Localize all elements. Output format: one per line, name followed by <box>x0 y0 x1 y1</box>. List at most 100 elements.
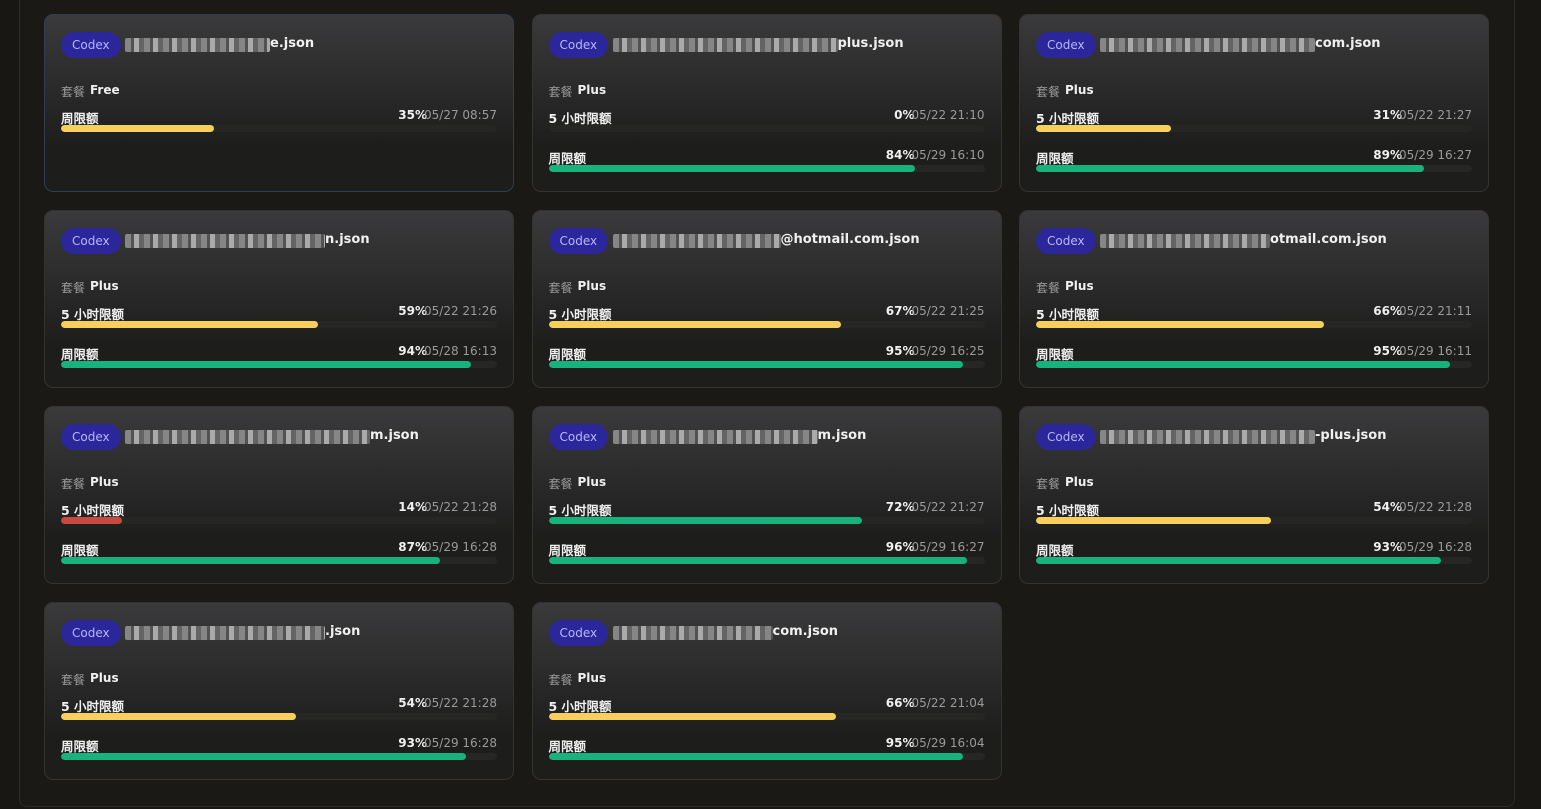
provider-badge: Codex <box>548 620 609 646</box>
quota-track <box>1036 361 1472 368</box>
quota-reset-time: 05/29 16:28 <box>424 736 497 750</box>
quota-track <box>61 753 497 760</box>
quota-percent: 94% <box>398 344 427 358</box>
plan-value: Plus <box>577 671 607 685</box>
quota-percent: 93% <box>398 736 427 750</box>
quota-bar <box>548 517 863 524</box>
account-card[interactable]: Codex m.json 套餐 Plus 5 小时限额 14% 05/22 21:28 周限额… <box>44 406 514 584</box>
plan-value: Plus <box>577 279 607 293</box>
file-name: @hotmail.com.json <box>780 232 920 247</box>
account-card[interactable]: Codex plus.json 套餐 Plus 5 小时限额 0% 05/22 21:10 周… <box>531 14 1002 192</box>
quota-percent: 72% <box>885 500 915 514</box>
quota-bar <box>548 713 837 720</box>
quota-label: 5 小时限额 <box>1036 503 1100 518</box>
redacted-name <box>125 38 270 52</box>
redacted-name <box>612 626 773 640</box>
file-name: plus.json <box>837 36 904 51</box>
quota-reset-time: 05/22 21:04 <box>911 696 985 710</box>
account-card[interactable]: Codex .json 套餐 Plus 5 小时限额 54% 05/22 21:28 周限额 9… <box>44 602 514 780</box>
quota-reset-time: 05/22 21:28 <box>1399 500 1472 514</box>
quota-bar <box>61 125 214 132</box>
quota-bar <box>1036 557 1442 564</box>
quota-percent: 66% <box>1373 304 1402 318</box>
quota-reset-time: 05/22 21:10 <box>911 108 985 122</box>
redacted-name <box>1100 38 1315 52</box>
redacted-name <box>125 430 370 444</box>
plan-label: 套餐 <box>1036 281 1061 295</box>
quota-track <box>548 557 985 564</box>
quota-track <box>548 361 985 368</box>
plan-value: Plus <box>577 83 607 97</box>
quota-bar <box>61 517 123 524</box>
quota-bar <box>548 753 963 760</box>
quota-track <box>1036 165 1472 172</box>
quota-track <box>61 517 497 524</box>
quota-label: 周限额 <box>1036 151 1074 166</box>
quota-track <box>61 125 497 132</box>
quota-label: 周限额 <box>548 151 587 166</box>
plan-value: Free <box>90 83 120 97</box>
account-card[interactable]: Codex @hotmail.com.json 套餐 Plus 5 小时限额 67% 05/… <box>531 210 1002 388</box>
quota-bar <box>548 321 841 328</box>
account-card[interactable]: Codex n.json 套餐 Plus 5 小时限额 59% 05/22 21:26 周限额… <box>44 210 514 388</box>
quota-percent: 67% <box>885 304 915 318</box>
quota-label: 周限额 <box>61 543 99 558</box>
plan-label: 套餐 <box>548 673 573 687</box>
account-card[interactable]: Codex -plus.json 套餐 Plus 5 小时限额 54% 05/22 21:2… <box>1019 406 1489 584</box>
quota-track <box>61 713 497 720</box>
quota-label: 周限额 <box>1036 543 1074 558</box>
account-card[interactable]: Codex com.json 套餐 Plus 5 小时限额 66% 05/22 21:04 周… <box>531 602 1002 780</box>
quota-track <box>1036 125 1472 132</box>
quota-track <box>61 321 497 328</box>
file-name: m.json <box>817 428 867 443</box>
account-card[interactable]: Codex com.json 套餐 Plus 5 小时限额 31% 05/22 21:27 周… <box>1019 14 1489 192</box>
quota-bar <box>1036 125 1172 132</box>
quota-bar <box>548 165 915 172</box>
plan-label: 套餐 <box>61 281 86 295</box>
plan-label: 套餐 <box>61 85 86 99</box>
quota-label: 周限额 <box>61 739 99 754</box>
quota-bar <box>1036 361 1451 368</box>
quota-label: 周限额 <box>548 347 587 362</box>
quota-reset-time: 05/22 21:11 <box>1399 304 1472 318</box>
quota-reset-time: 05/22 21:27 <box>1399 108 1472 122</box>
quota-reset-time: 05/29 16:27 <box>911 540 985 554</box>
plan-label: 套餐 <box>61 477 86 491</box>
plan-value: Plus <box>90 279 119 293</box>
redacted-name <box>612 38 838 52</box>
quota-percent: 14% <box>398 500 427 514</box>
quota-reset-time: 05/29 16:11 <box>1399 344 1472 358</box>
plan-value: Plus <box>1065 475 1094 489</box>
quota-bar <box>61 557 441 564</box>
quota-bar <box>61 361 471 368</box>
account-card[interactable]: Codex otmail.com.json 套餐 Plus 5 小时限额 66% 05/22… <box>1019 210 1489 388</box>
redacted-name <box>612 430 818 444</box>
quota-reset-time: 05/29 16:28 <box>424 540 497 554</box>
provider-badge: Codex <box>61 228 121 254</box>
quota-label: 5 小时限额 <box>61 307 125 322</box>
quota-percent: 95% <box>1373 344 1402 358</box>
quota-reset-time: 05/22 21:27 <box>911 500 985 514</box>
quota-percent: 89% <box>1373 148 1402 162</box>
file-name: e.json <box>270 36 315 51</box>
quota-track <box>548 753 985 760</box>
quota-label: 周限额 <box>548 739 587 754</box>
quota-reset-time: 05/27 08:57 <box>424 108 497 122</box>
quota-track <box>548 517 985 524</box>
account-card[interactable]: Codex e.json 套餐 Free 周限额 35% 05/27 08:57 <box>44 14 514 192</box>
quota-label: 周限额 <box>61 111 99 126</box>
quota-track <box>61 557 497 564</box>
quota-percent: 31% <box>1373 108 1402 122</box>
file-name: m.json <box>370 428 419 443</box>
quota-label: 5 小时限额 <box>548 307 612 322</box>
plan-label: 套餐 <box>61 673 86 687</box>
quota-percent: 35% <box>398 108 427 122</box>
quota-reset-time: 05/28 16:13 <box>424 344 497 358</box>
quota-percent: 96% <box>885 540 915 554</box>
quota-label: 5 小时限额 <box>548 111 612 126</box>
quota-label: 5 小时限额 <box>61 503 125 518</box>
quota-label: 周限额 <box>61 347 99 362</box>
quota-track <box>1036 321 1472 328</box>
account-card[interactable]: Codex m.json 套餐 Plus 5 小时限额 72% 05/22 21:27 周限额… <box>531 406 1002 584</box>
